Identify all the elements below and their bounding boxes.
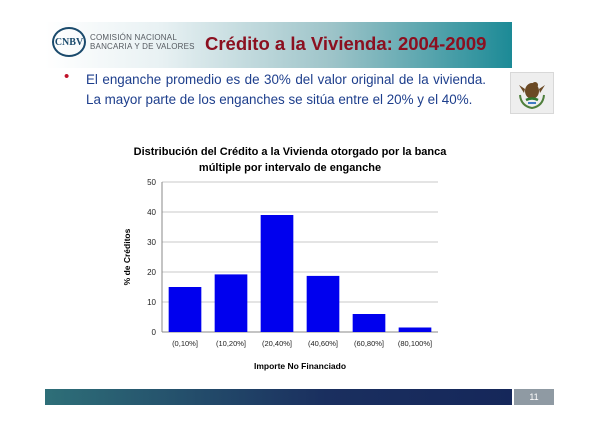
header-band [45, 22, 512, 68]
y-tick-label: 10 [147, 298, 156, 307]
logo-line-1: COMISIÓN NACIONAL [90, 33, 177, 42]
x-axis-title: Importe No Financiado [254, 361, 346, 371]
chart-title: Distribución del Crédito a la Vivienda o… [115, 144, 465, 176]
page-number: 11 [514, 389, 554, 405]
footer-bar [45, 389, 512, 405]
x-tick-label: (40,60%] [308, 339, 338, 348]
y-axis-title: % de Créditos [122, 228, 132, 285]
y-tick-label: 40 [147, 208, 156, 217]
x-tick-label: (60,80%] [354, 339, 384, 348]
cnbv-logo: CNBV COMISIÓN NACIONAL BANCARIA Y DE VAL… [52, 27, 195, 57]
cnbv-logo-text: COMISIÓN NACIONAL BANCARIA Y DE VALORES [90, 33, 195, 51]
bullet-marker: • [64, 68, 70, 85]
y-tick-label: 50 [147, 178, 156, 187]
bullet-text: El enganche promedio es de 30% del valor… [86, 72, 486, 107]
chart-title-line-2: múltiple por intervalo de enganche [198, 162, 382, 174]
bar-chart: 0 10 20 30 40 50 (0,10%] (10,20%] (20,40%] (40,60… [122, 178, 438, 371]
bar [214, 274, 248, 332]
bar [352, 314, 386, 332]
y-tick-label: 20 [147, 268, 156, 277]
chart-title-line-1: Distribución del Crédito a la Vivienda o… [133, 146, 447, 158]
x-tick-label: (20,40%] [262, 339, 292, 348]
bar [398, 327, 432, 332]
y-tick-label: 30 [147, 238, 156, 247]
bar [168, 287, 202, 332]
logo-line-2: BANCARIA Y DE VALORES [90, 42, 195, 51]
bar [306, 275, 340, 332]
x-tick-label: (80,100%] [398, 339, 432, 348]
cnbv-logo-mark: CNBV [52, 27, 86, 57]
bar [260, 215, 294, 332]
x-tick-label: (0,10%] [172, 339, 198, 348]
slide-title: Crédito a la Vivienda: 2004-2009 [205, 33, 487, 54]
x-tick-label: (10,20%] [216, 339, 246, 348]
mexico-coat-of-arms-icon [510, 72, 554, 114]
y-tick-label: 0 [152, 328, 157, 337]
